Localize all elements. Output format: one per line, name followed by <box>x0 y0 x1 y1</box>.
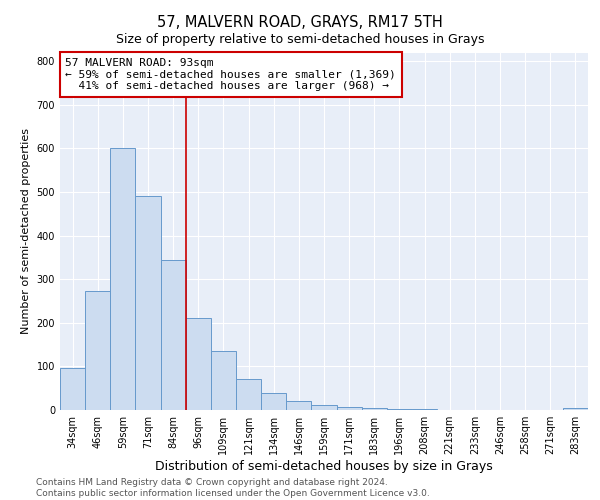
Bar <box>362 408 387 410</box>
Y-axis label: Number of semi-detached properties: Number of semi-detached properties <box>21 128 31 334</box>
Bar <box>85 292 110 410</box>
Bar <box>412 409 437 410</box>
Text: 57, MALVERN ROAD, GRAYS, RM17 5TH: 57, MALVERN ROAD, GRAYS, RM17 5TH <box>157 15 443 30</box>
Bar <box>60 368 85 410</box>
Bar <box>387 408 412 410</box>
Text: Contains HM Land Registry data © Crown copyright and database right 2024.
Contai: Contains HM Land Registry data © Crown c… <box>36 478 430 498</box>
X-axis label: Distribution of semi-detached houses by size in Grays: Distribution of semi-detached houses by … <box>155 460 493 473</box>
Bar <box>186 318 211 410</box>
Bar <box>311 405 337 410</box>
Bar <box>337 406 362 410</box>
Bar <box>563 408 588 410</box>
Text: 57 MALVERN ROAD: 93sqm
← 59% of semi-detached houses are smaller (1,369)
  41% o: 57 MALVERN ROAD: 93sqm ← 59% of semi-det… <box>65 58 396 91</box>
Bar <box>261 392 286 410</box>
Bar <box>110 148 136 410</box>
Text: Size of property relative to semi-detached houses in Grays: Size of property relative to semi-detach… <box>116 32 484 46</box>
Bar <box>236 380 261 410</box>
Bar <box>161 260 186 410</box>
Bar <box>136 196 161 410</box>
Bar <box>211 351 236 410</box>
Bar <box>286 402 311 410</box>
